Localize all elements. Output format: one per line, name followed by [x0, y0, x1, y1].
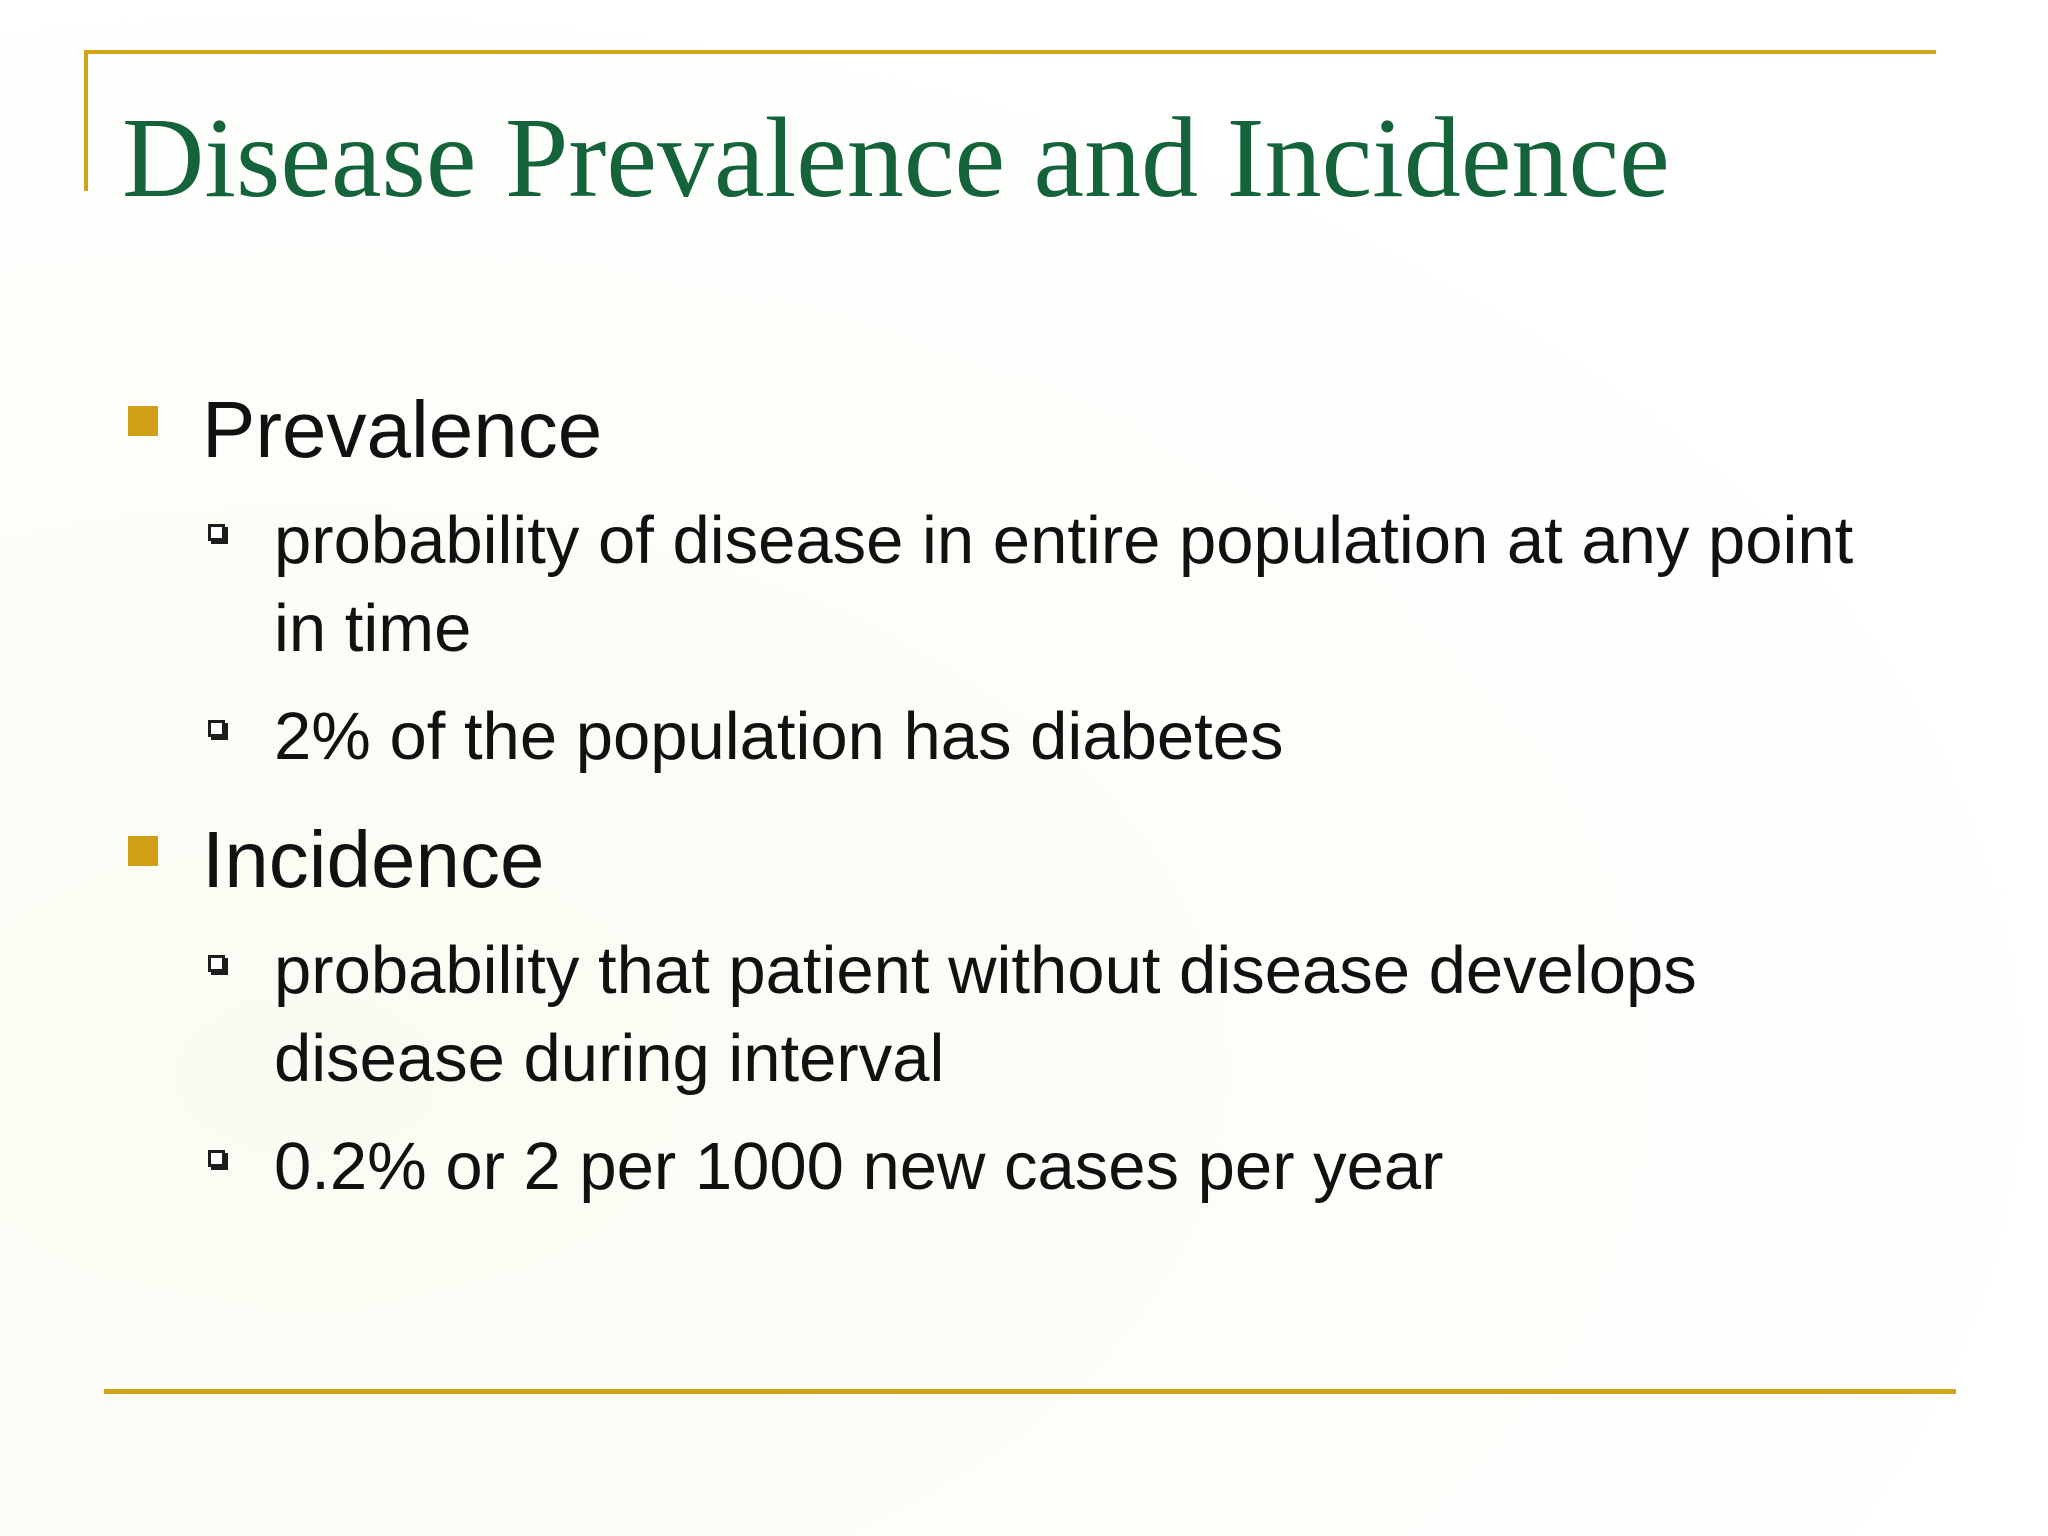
- section-heading-prevalence: Prevalence: [202, 385, 603, 474]
- top-rule: [84, 50, 1936, 54]
- square-bullet-icon: [128, 406, 158, 436]
- box-bullet-icon: [208, 524, 225, 541]
- left-rule: [84, 50, 88, 191]
- box-bullet-icon: [208, 955, 225, 972]
- prevalence-point-example: 2% of the population has diabetes: [274, 699, 1284, 774]
- prevalence-point-definition: probability of disease in entire populat…: [274, 503, 1854, 666]
- bottom-rule: [104, 1389, 1956, 1394]
- slide-title: Disease Prevalence and Incidence: [122, 94, 1670, 221]
- square-bullet-icon: [128, 836, 158, 866]
- incidence-point-example: 0.2% or 2 per 1000 new cases per year: [274, 1129, 1444, 1204]
- section-heading-incidence: Incidence: [202, 815, 545, 904]
- box-bullet-icon: [208, 1150, 225, 1167]
- incidence-point-definition: probability that patient without disease…: [274, 933, 1697, 1096]
- box-bullet-icon: [208, 720, 225, 737]
